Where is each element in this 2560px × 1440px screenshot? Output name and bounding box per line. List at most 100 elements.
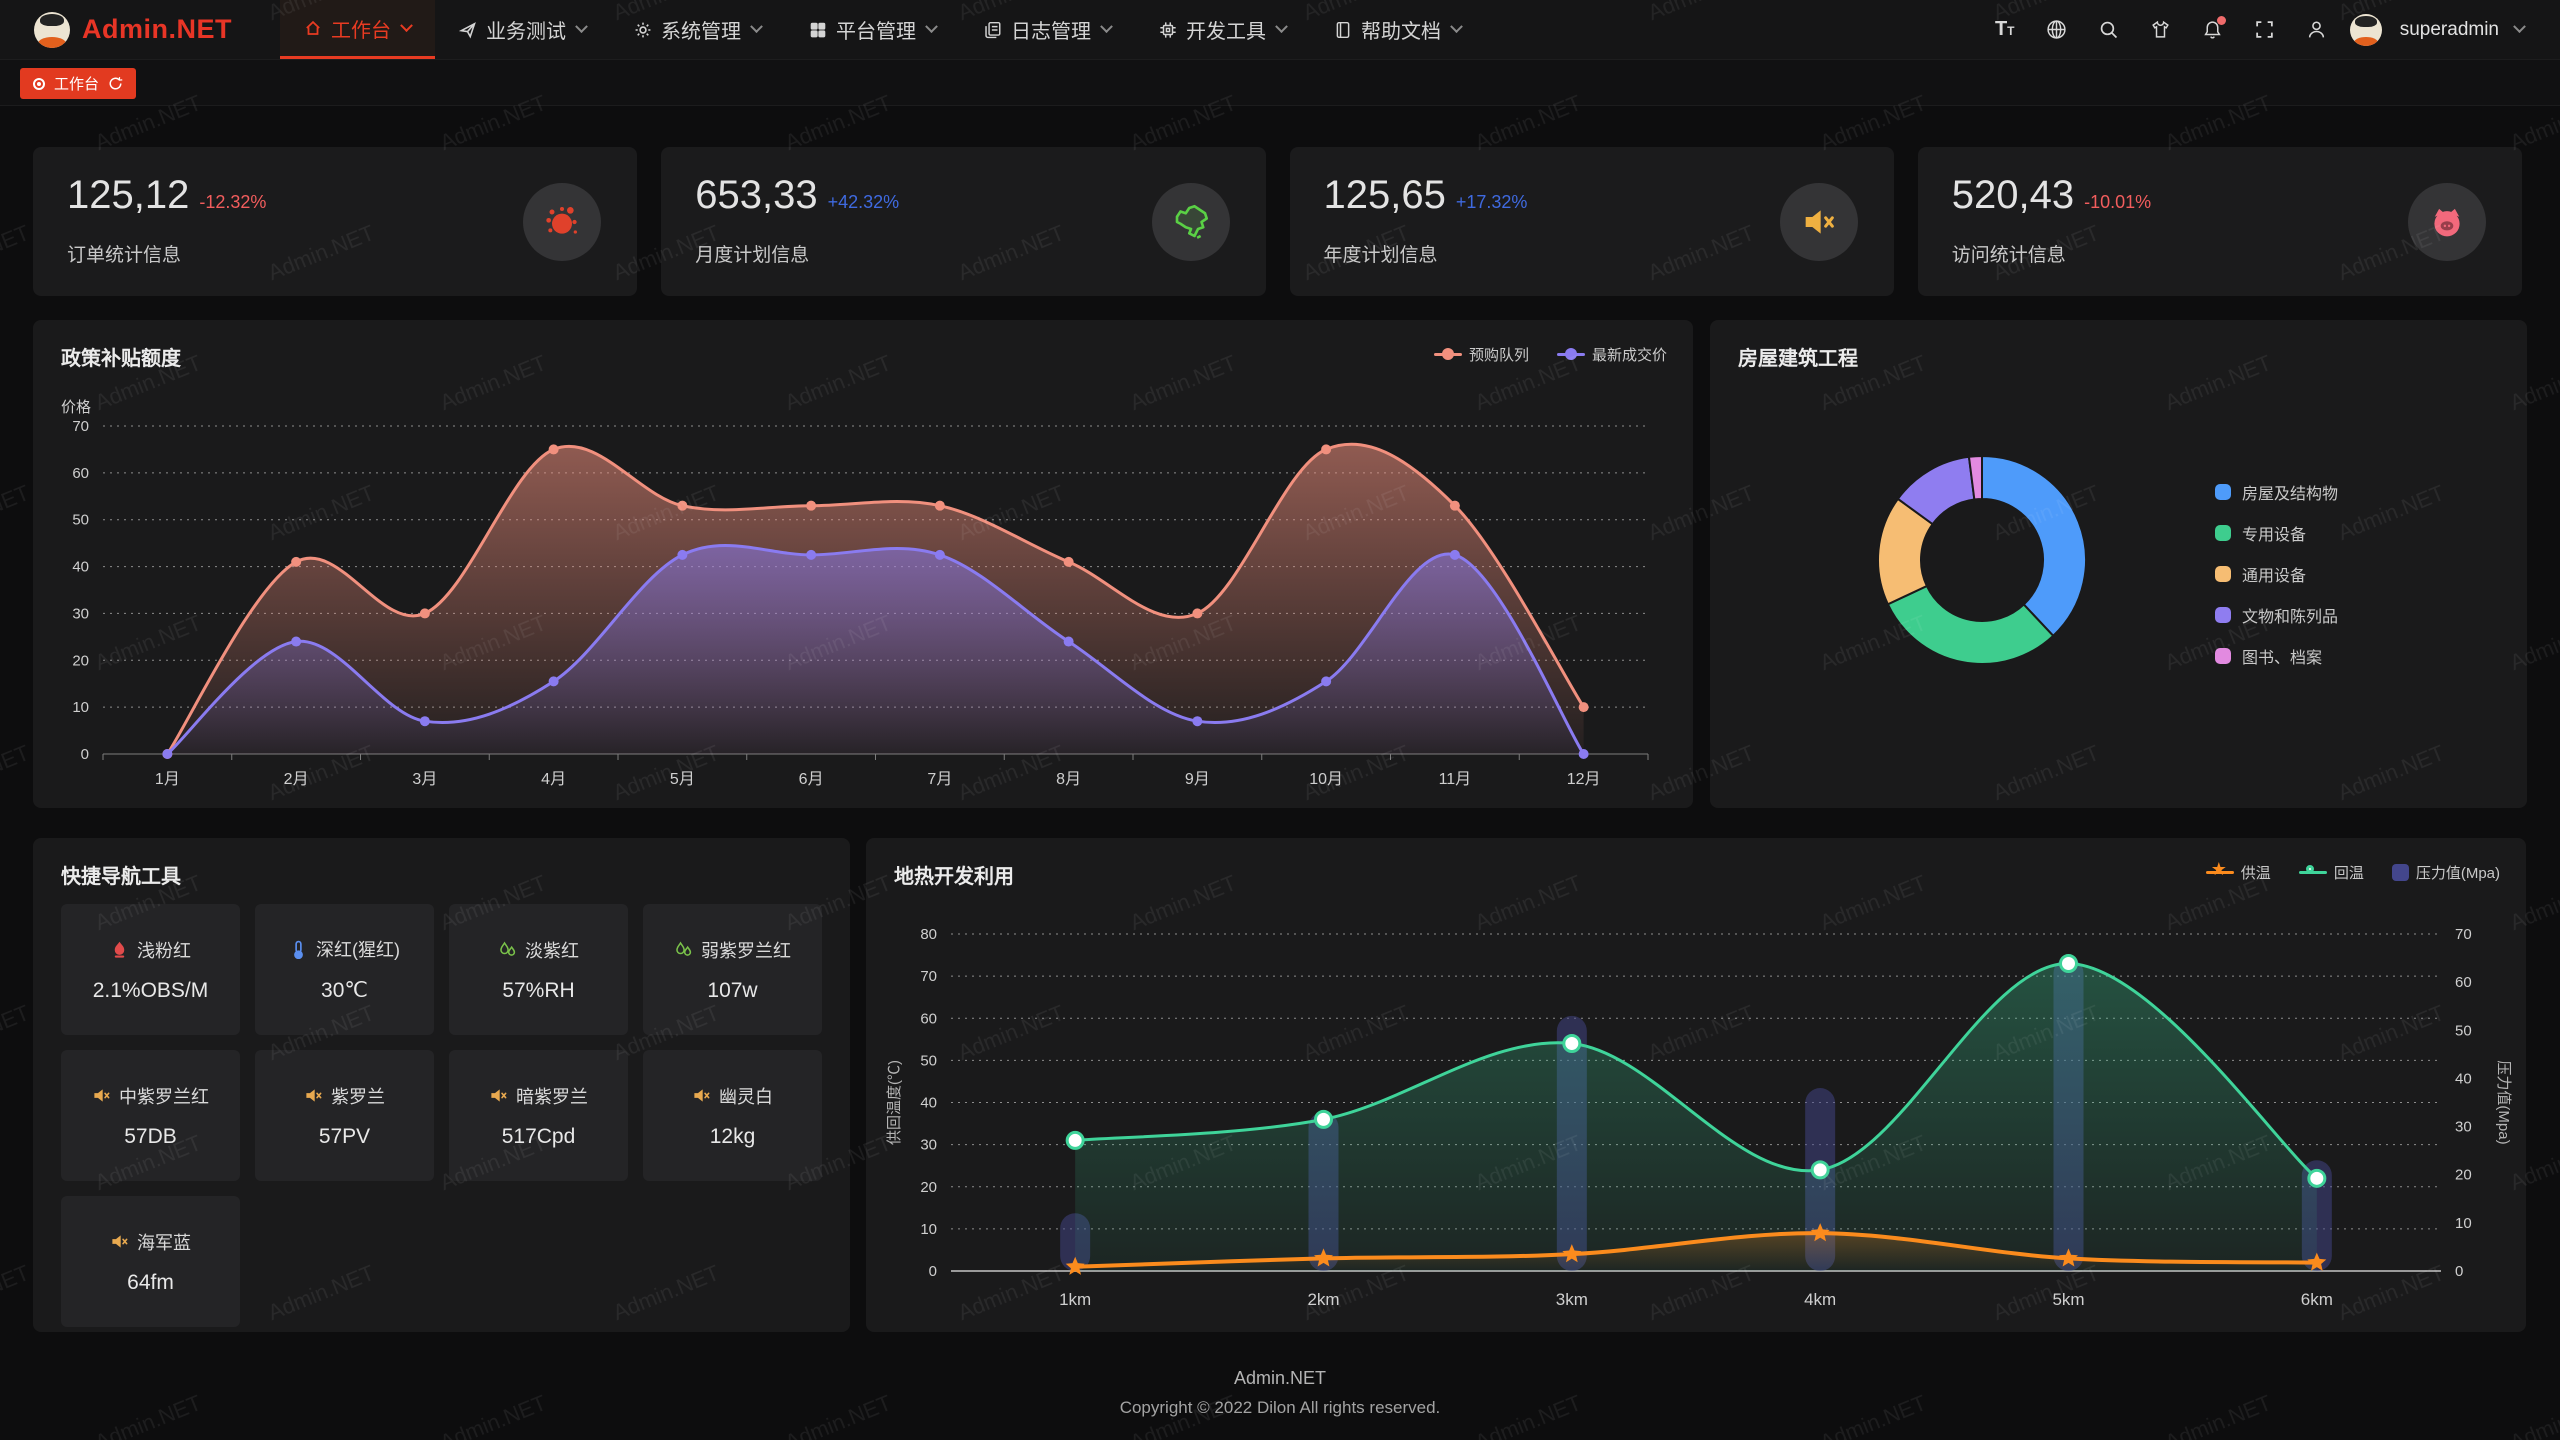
menu-item-platform-mgmt[interactable]: 平台管理 [785, 0, 960, 59]
svg-text:70: 70 [72, 418, 89, 435]
stat-delta: +17.32% [1455, 192, 1528, 212]
legend-item[interactable]: 图书、档案 [2215, 644, 2338, 668]
quick-nav-button[interactable]: 紫罗兰 57PV [255, 1050, 434, 1181]
legend-line-circle-icon [2298, 865, 2327, 874]
svg-text:30: 30 [920, 1137, 937, 1154]
avatar[interactable] [2349, 13, 2382, 46]
stat-delta: +42.32% [827, 192, 900, 212]
fullscreen-icon[interactable] [2246, 11, 2284, 49]
brand-name: Admin.NET [82, 14, 232, 44]
page-footer: Admin.NET Copyright © 2022 Dilon All rig… [0, 1368, 2560, 1418]
subsidy-legend: 预购队列 最新成交价 [1433, 344, 1667, 365]
panel-title: 房屋建筑工程 [1738, 348, 1858, 370]
search-icon[interactable] [2090, 11, 2128, 49]
chevron-down-icon [400, 18, 413, 32]
legend-item-pressure[interactable]: 压力值(Mpa) [2391, 862, 2500, 883]
language-icon[interactable] [2038, 11, 2076, 49]
legend-item-preorder[interactable]: 预购队列 [1433, 344, 1529, 365]
svg-text:60: 60 [2455, 974, 2472, 991]
svg-text:80: 80 [920, 926, 937, 943]
legend-item[interactable]: 文物和陈列品 [2215, 603, 2338, 627]
footer-brand: Admin.NET [1233, 1368, 1327, 1388]
top-navbar: Admin.NET 工作台 业务测试 系统管理 平台管理 日志管理 [0, 0, 2560, 60]
legend-swatch-icon [2391, 864, 2409, 881]
quick-nav-button[interactable]: 暗紫罗兰 517Cpd [449, 1050, 628, 1181]
svg-text:50: 50 [2455, 1022, 2472, 1039]
legend-line-star-icon: ★ [2205, 860, 2234, 878]
tab-strip: 工作台 [0, 60, 2560, 106]
quick-nav-button[interactable]: 淡紫红 57%RH [449, 904, 628, 1035]
font-size-icon[interactable]: TT [1994, 18, 2015, 40]
svg-text:30: 30 [72, 605, 89, 622]
tab-workbench[interactable]: 工作台 [20, 68, 137, 99]
svg-text:12月: 12月 [1567, 771, 1601, 788]
stat-label: 订单统计信息 [67, 245, 182, 266]
watermark-text: Admin.NET [0, 479, 33, 546]
brand[interactable]: Admin.NET [0, 0, 280, 59]
svg-text:0: 0 [929, 1263, 937, 1280]
stat-value: 125,65 +17.32% [1323, 173, 1528, 217]
quick-nav-grid: 浅粉红 2.1%OBS/M 深红(猩红) 30℃ 淡紫红 57%RH 弱紫罗兰红… [61, 904, 822, 1327]
legend-item-supply-temp[interactable]: ★ 供温 [2205, 860, 2271, 883]
svg-text:20: 20 [2455, 1167, 2472, 1184]
legend-item-latest-price[interactable]: 最新成交价 [1556, 344, 1667, 365]
speaker-mute-icon [694, 1089, 710, 1102]
quick-nav-button[interactable]: 幽灵白 12kg [643, 1050, 822, 1181]
home-icon [306, 20, 320, 35]
stat-cards: 125,12 -12.32% 订单统计信息 653,33 +42.32% 月度计划信… [33, 147, 2522, 296]
speaker-mute-icon [112, 1235, 128, 1248]
svg-text:50: 50 [920, 1052, 937, 1069]
legend-swatch-icon [2215, 566, 2231, 582]
drops-icon [676, 941, 692, 956]
quick-nav-button[interactable]: 浅粉红 2.1%OBS/M [61, 904, 240, 1035]
navbar-actions: TT superadmin [1986, 0, 2560, 59]
chevron-down-icon [925, 20, 938, 34]
svg-text:3km: 3km [1556, 1290, 1588, 1309]
legend-item[interactable]: 房屋及结构物 [2215, 480, 2338, 504]
refresh-icon[interactable] [108, 76, 123, 91]
svg-text:价格: 价格 [61, 399, 91, 416]
svg-text:60: 60 [920, 1010, 937, 1027]
svg-text:2km: 2km [1307, 1290, 1339, 1309]
theme-icon[interactable] [2142, 11, 2180, 49]
legend-item[interactable]: 专用设备 [2215, 521, 2338, 545]
user-icon[interactable] [2298, 11, 2336, 49]
legend-swatch-icon [2215, 484, 2231, 500]
speaker-icon [1779, 183, 1858, 261]
chevron-down-icon [750, 20, 763, 34]
svg-text:30: 30 [2455, 1119, 2472, 1136]
notification-bell-icon[interactable] [2194, 11, 2232, 49]
menu-item-help-docs[interactable]: 帮助文档 [1310, 0, 1485, 59]
geothermal-legend: ★ 供温 回温 压力值(Mpa) [2205, 860, 2500, 883]
chevron-down-icon[interactable] [2513, 20, 2526, 34]
drops-icon [500, 941, 516, 956]
svg-text:20: 20 [920, 1179, 937, 1196]
thermometer-icon [294, 940, 303, 959]
menu-item-log-mgmt[interactable]: 日志管理 [960, 0, 1135, 59]
legend-swatch-icon [2215, 525, 2231, 541]
watermark-text: Admin.NET [0, 219, 33, 286]
username[interactable]: superadmin [2399, 18, 2499, 40]
svg-text:4km: 4km [1804, 1290, 1836, 1309]
svg-text:供回温度(℃): 供回温度(℃) [886, 1060, 903, 1145]
menu-item-dev-tools[interactable]: 开发工具 [1135, 0, 1310, 59]
quick-nav-button[interactable]: 深红(猩红) 30℃ [255, 904, 434, 1035]
svg-text:0: 0 [2455, 1263, 2463, 1280]
menu-item-business-test[interactable]: 业务测试 [435, 0, 610, 59]
watermark-text: Admin.NET [0, 1259, 33, 1326]
grid-icon [810, 22, 826, 37]
legend-item-return-temp[interactable]: 回温 [2298, 862, 2364, 883]
quick-nav-button[interactable]: 弱紫罗兰红 107w [643, 904, 822, 1035]
quick-nav-button[interactable]: 海军蓝 64fm [61, 1196, 240, 1327]
menu-item-system-mgmt[interactable]: 系统管理 [610, 0, 785, 59]
panel-title: 快捷导航工具 [61, 866, 181, 888]
menu-item-workbench[interactable]: 工作台 [280, 0, 435, 59]
stat-value: 520,43 -10.01% [1951, 173, 2152, 217]
legend-item[interactable]: 通用设备 [2215, 562, 2338, 586]
svg-text:40: 40 [2455, 1070, 2472, 1087]
panel-quick-nav: 快捷导航工具 浅粉红 2.1%OBS/M 深红(猩红) 30℃ 淡紫红 57%R… [33, 838, 850, 1332]
quick-nav-button[interactable]: 中紫罗兰红 57DB [61, 1050, 240, 1181]
stat-delta: -12.32% [199, 192, 267, 212]
svg-text:7月: 7月 [927, 771, 952, 788]
